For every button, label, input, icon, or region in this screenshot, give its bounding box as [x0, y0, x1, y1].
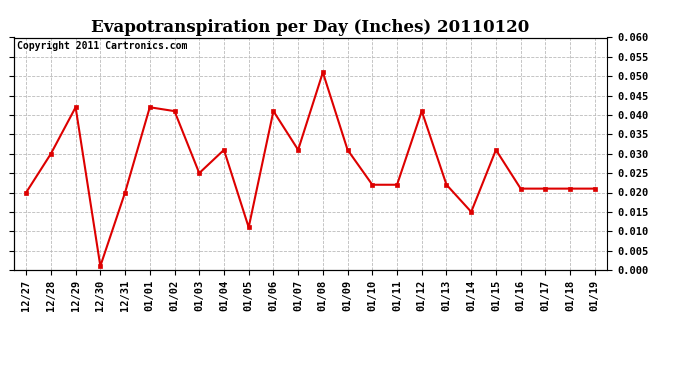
- Text: Copyright 2011 Cartronics.com: Copyright 2011 Cartronics.com: [17, 41, 187, 51]
- Title: Evapotranspiration per Day (Inches) 20110120: Evapotranspiration per Day (Inches) 2011…: [91, 19, 530, 36]
